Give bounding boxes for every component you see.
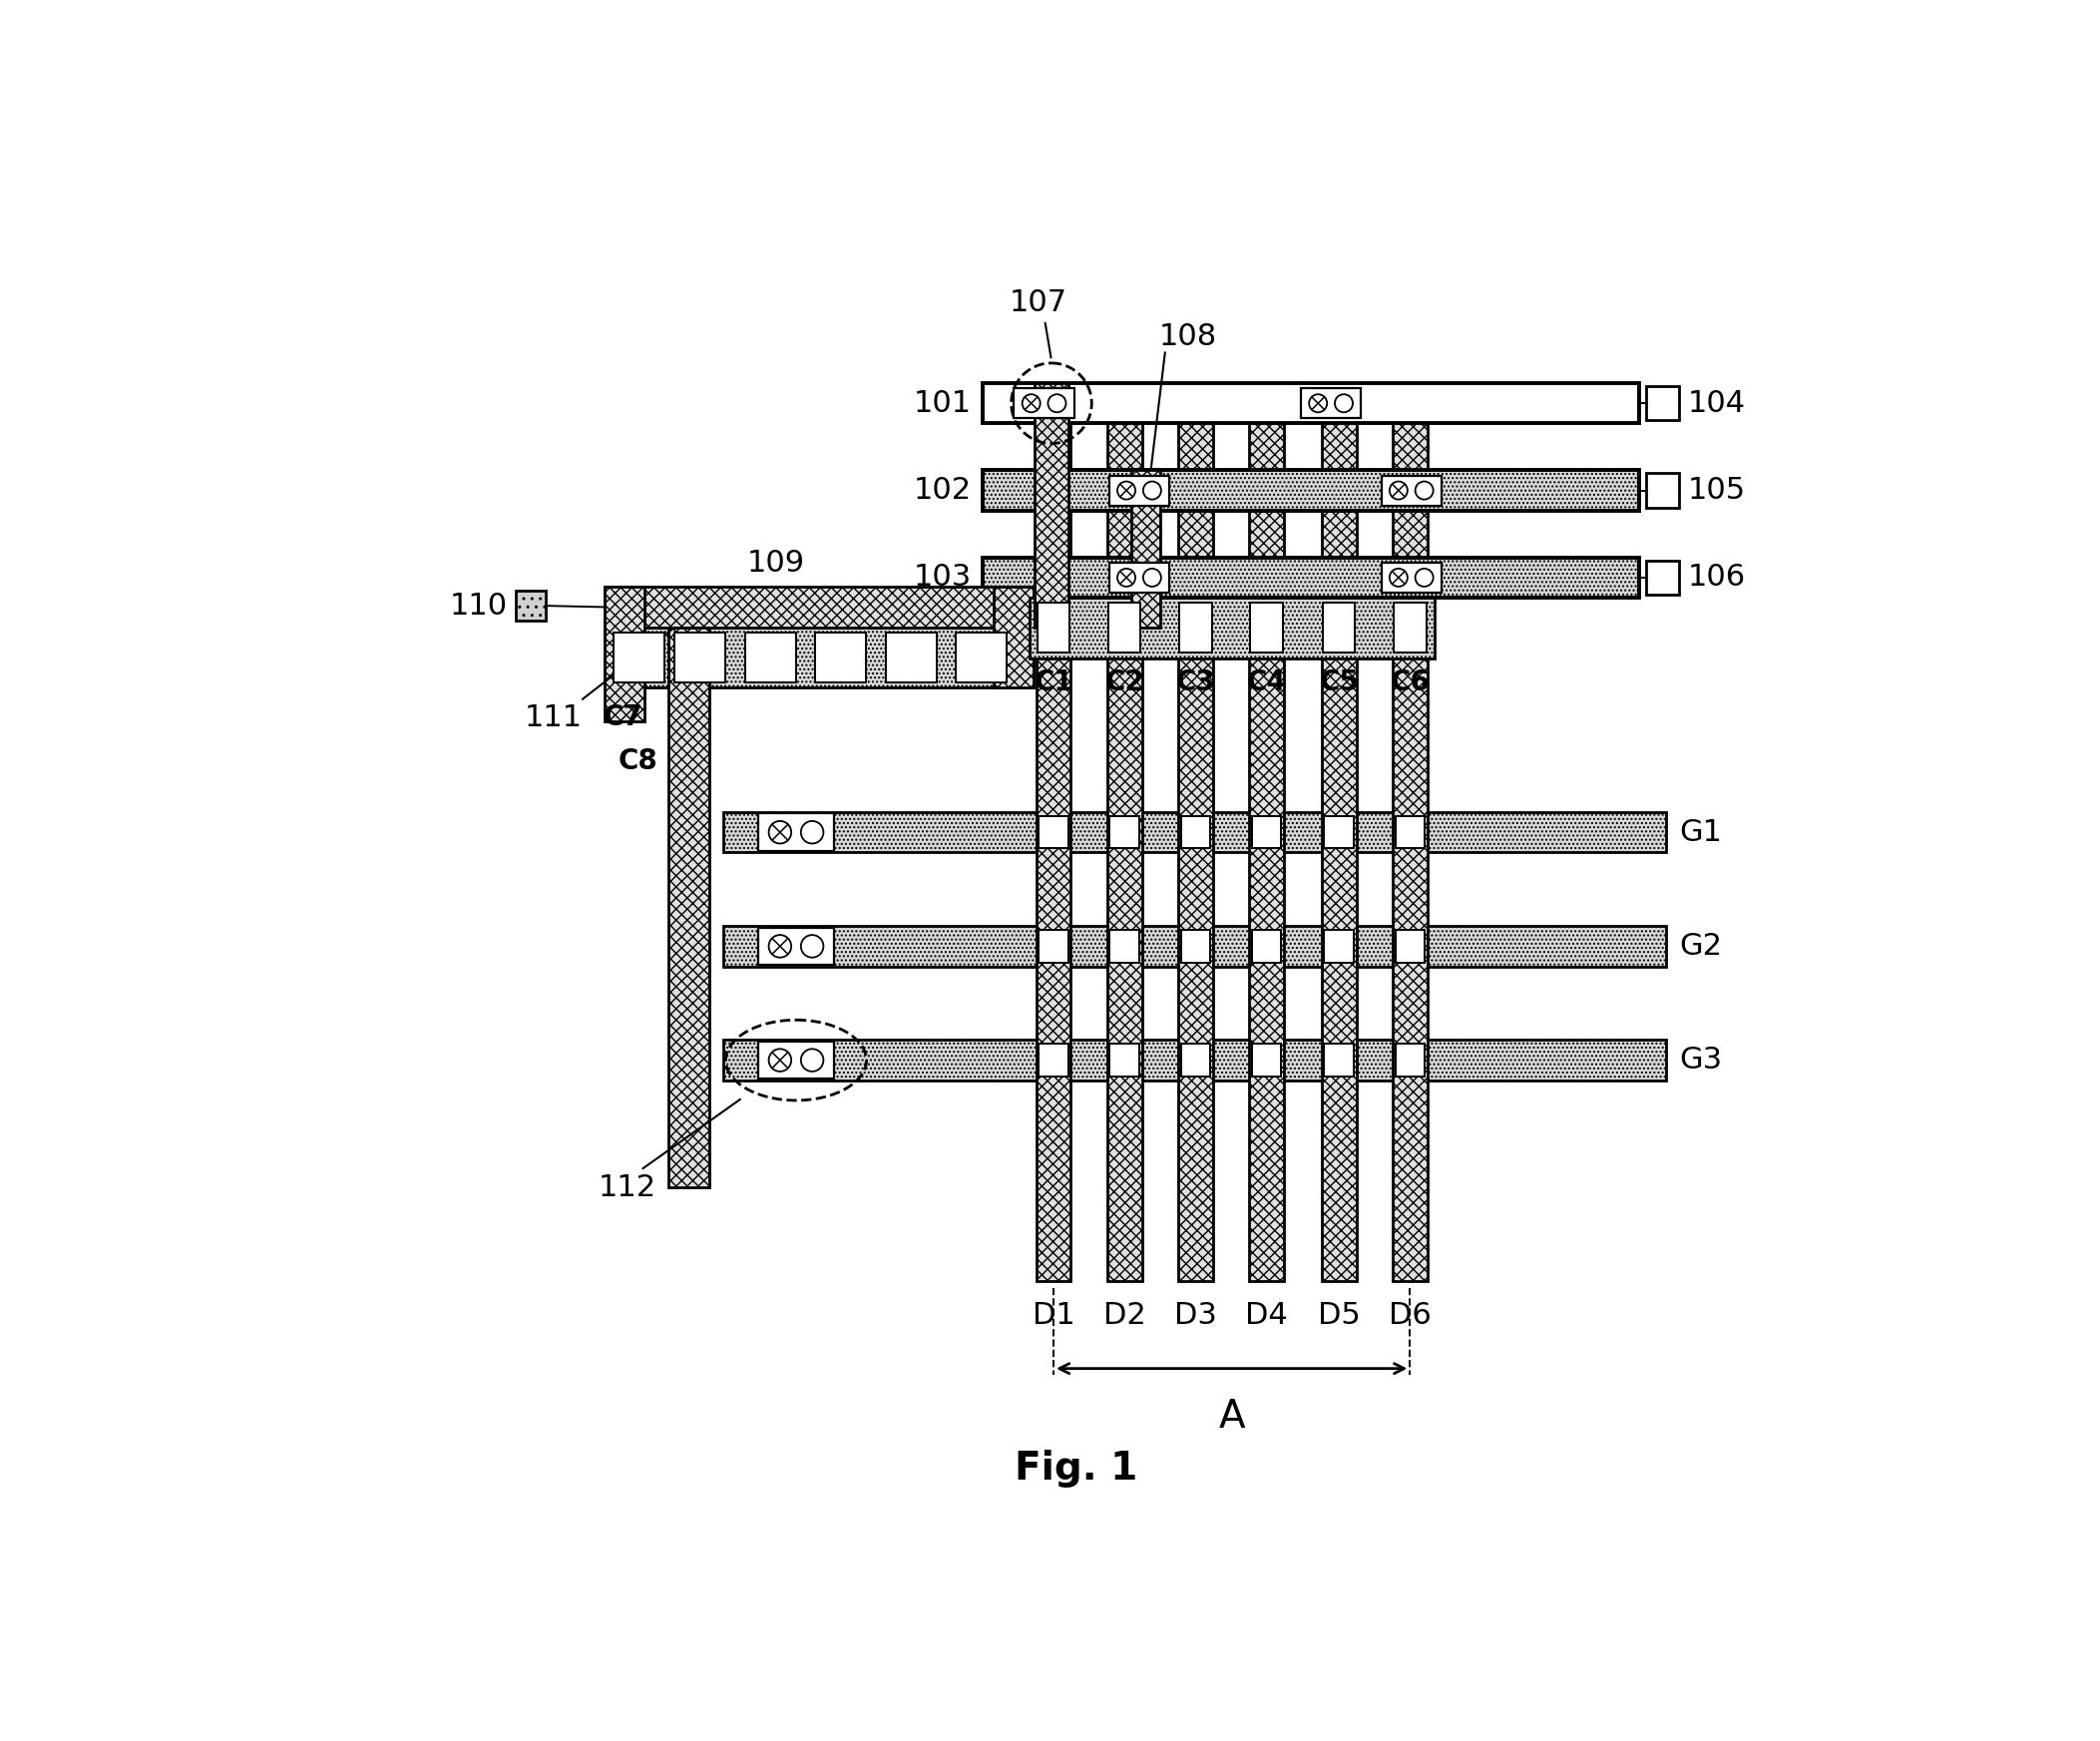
Bar: [668, 627, 710, 1187]
Bar: [1394, 930, 1424, 963]
Bar: [1250, 383, 1283, 1281]
Bar: [1646, 561, 1680, 595]
Bar: [1180, 602, 1212, 653]
Text: C2: C2: [1105, 669, 1145, 696]
Bar: [758, 928, 834, 965]
Bar: [1107, 383, 1142, 1281]
Bar: [1180, 1045, 1210, 1076]
Bar: [993, 587, 1033, 688]
Text: G1: G1: [1680, 818, 1722, 846]
Text: C3: C3: [1176, 669, 1216, 696]
Bar: [758, 1041, 834, 1079]
Bar: [1109, 1045, 1140, 1076]
Text: D3: D3: [1174, 1302, 1216, 1330]
Bar: [1180, 930, 1210, 963]
Text: C1: C1: [1033, 669, 1073, 696]
Text: G2: G2: [1680, 931, 1722, 961]
Bar: [1180, 817, 1210, 848]
Text: C7: C7: [603, 703, 643, 731]
Text: D4: D4: [1245, 1302, 1287, 1330]
Text: 112: 112: [598, 1173, 655, 1201]
Bar: [886, 632, 937, 682]
Bar: [1109, 562, 1170, 592]
Bar: [674, 632, 724, 682]
Bar: [1325, 930, 1355, 963]
Bar: [1325, 1045, 1355, 1076]
Bar: [1037, 602, 1069, 653]
Bar: [1382, 475, 1441, 505]
Bar: [1109, 930, 1140, 963]
Bar: [1109, 602, 1140, 653]
Bar: [1325, 817, 1355, 848]
Bar: [1321, 383, 1357, 1281]
Bar: [1029, 597, 1434, 658]
Bar: [1132, 470, 1161, 627]
Text: 107: 107: [1010, 289, 1067, 317]
Bar: [1394, 1045, 1424, 1076]
Text: 111: 111: [525, 703, 582, 733]
Bar: [1252, 930, 1281, 963]
Bar: [983, 557, 1640, 597]
Text: 101: 101: [914, 388, 972, 418]
Text: 108: 108: [1159, 322, 1216, 350]
Bar: [1178, 383, 1214, 1281]
Text: D6: D6: [1388, 1302, 1432, 1330]
Bar: [724, 1039, 1665, 1079]
Text: C6: C6: [1390, 669, 1430, 696]
Bar: [1300, 388, 1361, 418]
Text: C8: C8: [617, 747, 657, 775]
Text: D1: D1: [1031, 1302, 1075, 1330]
Bar: [1392, 383, 1428, 1281]
Text: G3: G3: [1680, 1046, 1722, 1074]
Bar: [1250, 602, 1283, 653]
Bar: [1646, 387, 1680, 420]
Bar: [1040, 930, 1069, 963]
Bar: [1323, 602, 1355, 653]
Text: 103: 103: [914, 562, 972, 592]
Text: 104: 104: [1688, 388, 1745, 418]
Text: 110: 110: [449, 592, 508, 620]
Bar: [1014, 388, 1073, 418]
Bar: [983, 383, 1640, 423]
Text: D5: D5: [1317, 1302, 1361, 1330]
Text: A: A: [1218, 1398, 1245, 1436]
Bar: [1109, 817, 1140, 848]
Text: 105: 105: [1688, 475, 1745, 505]
Text: 102: 102: [914, 475, 972, 505]
Bar: [983, 470, 1640, 510]
Text: 109: 109: [748, 548, 804, 578]
Bar: [758, 813, 834, 851]
Bar: [1252, 1045, 1281, 1076]
Bar: [956, 632, 1006, 682]
Bar: [1394, 817, 1424, 848]
Text: 106: 106: [1688, 562, 1745, 592]
Bar: [1040, 1045, 1069, 1076]
Bar: [746, 632, 796, 682]
Bar: [724, 926, 1665, 966]
Text: D2: D2: [1102, 1302, 1147, 1330]
Bar: [605, 587, 1033, 627]
Bar: [517, 590, 546, 620]
Bar: [1646, 474, 1680, 508]
Bar: [1035, 383, 1069, 627]
Text: Fig. 1: Fig. 1: [1014, 1450, 1138, 1489]
Bar: [605, 587, 645, 721]
Bar: [613, 632, 666, 682]
Bar: [1109, 475, 1170, 505]
Bar: [1252, 817, 1281, 848]
Bar: [724, 811, 1665, 853]
Bar: [1394, 602, 1426, 653]
Bar: [1035, 383, 1071, 1281]
Bar: [1382, 562, 1441, 592]
Bar: [1040, 817, 1069, 848]
Text: C4: C4: [1247, 669, 1287, 696]
Bar: [815, 632, 865, 682]
Bar: [605, 627, 1033, 688]
Text: C5: C5: [1319, 669, 1359, 696]
